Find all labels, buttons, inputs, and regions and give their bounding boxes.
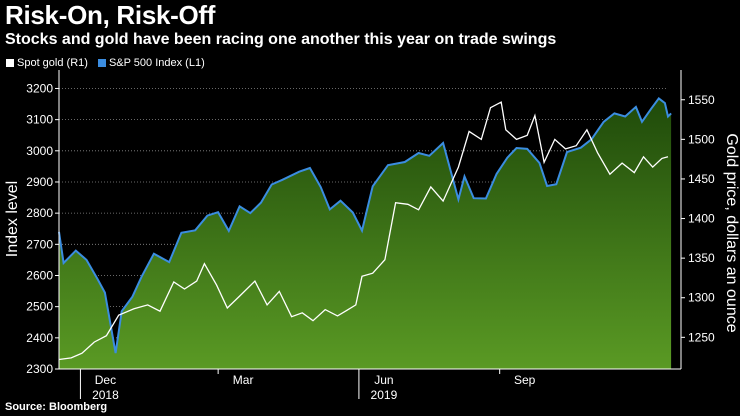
y-tick-label-left-2300: 2300: [26, 362, 53, 376]
y-axis-label-left: Index level: [4, 181, 21, 258]
y-tick-label-left-2400: 2400: [26, 331, 53, 345]
y-tick-label-left-2800: 2800: [26, 206, 53, 220]
tick-labels: 2300 2400 2500 2600 2700 2800 2900 3000 3100 3200…: [26, 81, 715, 402]
y-tick-label-left-2700: 2700: [26, 237, 53, 251]
gold-line: [58, 101, 669, 361]
chart-subtitle: Stocks and gold have been racing one ano…: [5, 31, 557, 48]
y-axis-label-right: Gold price, dollars an ounce: [723, 133, 740, 332]
x-tick-label-Jun: Jun: [374, 373, 393, 387]
sp500-line: [58, 96, 672, 354]
legend: Spot gold (R1) S&P 500 Index (L1): [6, 57, 205, 69]
x-tick-label-Sep: Sep: [514, 373, 536, 387]
legend-entry-gold: Spot gold (R1): [6, 57, 88, 69]
y-tick-label-right-1400: 1400: [688, 212, 715, 226]
source-note: Source: Bloomberg: [5, 401, 108, 413]
y-tick-label-right-1300: 1300: [688, 291, 715, 305]
y-tick-label-right-1500: 1500: [688, 132, 715, 146]
legend-entry-sp500: S&P 500 Index (L1): [97, 57, 205, 69]
y-tick-label-right-1250: 1250: [688, 330, 715, 344]
y-tick-label-right-1350: 1350: [688, 251, 715, 265]
x-tick-sublabel-2018: 2018: [92, 388, 119, 402]
axes: [55, 70, 685, 399]
chart-title: Risk-On, Risk-Off: [5, 0, 216, 30]
x-tick-sublabel-2019: 2019: [371, 388, 398, 402]
x-tick-label-Dec: Dec: [95, 373, 116, 387]
y-tick-label-left-2900: 2900: [26, 175, 53, 189]
legend-label-gold: Spot gold (R1): [17, 57, 88, 69]
sp500-area: [59, 98, 672, 370]
y-tick-label-right-1550: 1550: [688, 93, 715, 107]
y-tick-label-right-1450: 1450: [688, 172, 715, 186]
legend-swatch-sp500: [97, 59, 106, 67]
y-tick-label-left-3000: 3000: [26, 144, 53, 158]
y-tick-label-left-2500: 2500: [26, 300, 53, 314]
y-tick-label-left-3200: 3200: [26, 81, 53, 95]
legend-swatch-gold: [6, 59, 14, 67]
x-tick-label-Mar: Mar: [233, 373, 254, 387]
legend-label-sp500: S&P 500 Index (L1): [108, 57, 205, 69]
y-tick-label-left-3100: 3100: [26, 113, 53, 127]
y-tick-label-left-2600: 2600: [26, 268, 53, 282]
